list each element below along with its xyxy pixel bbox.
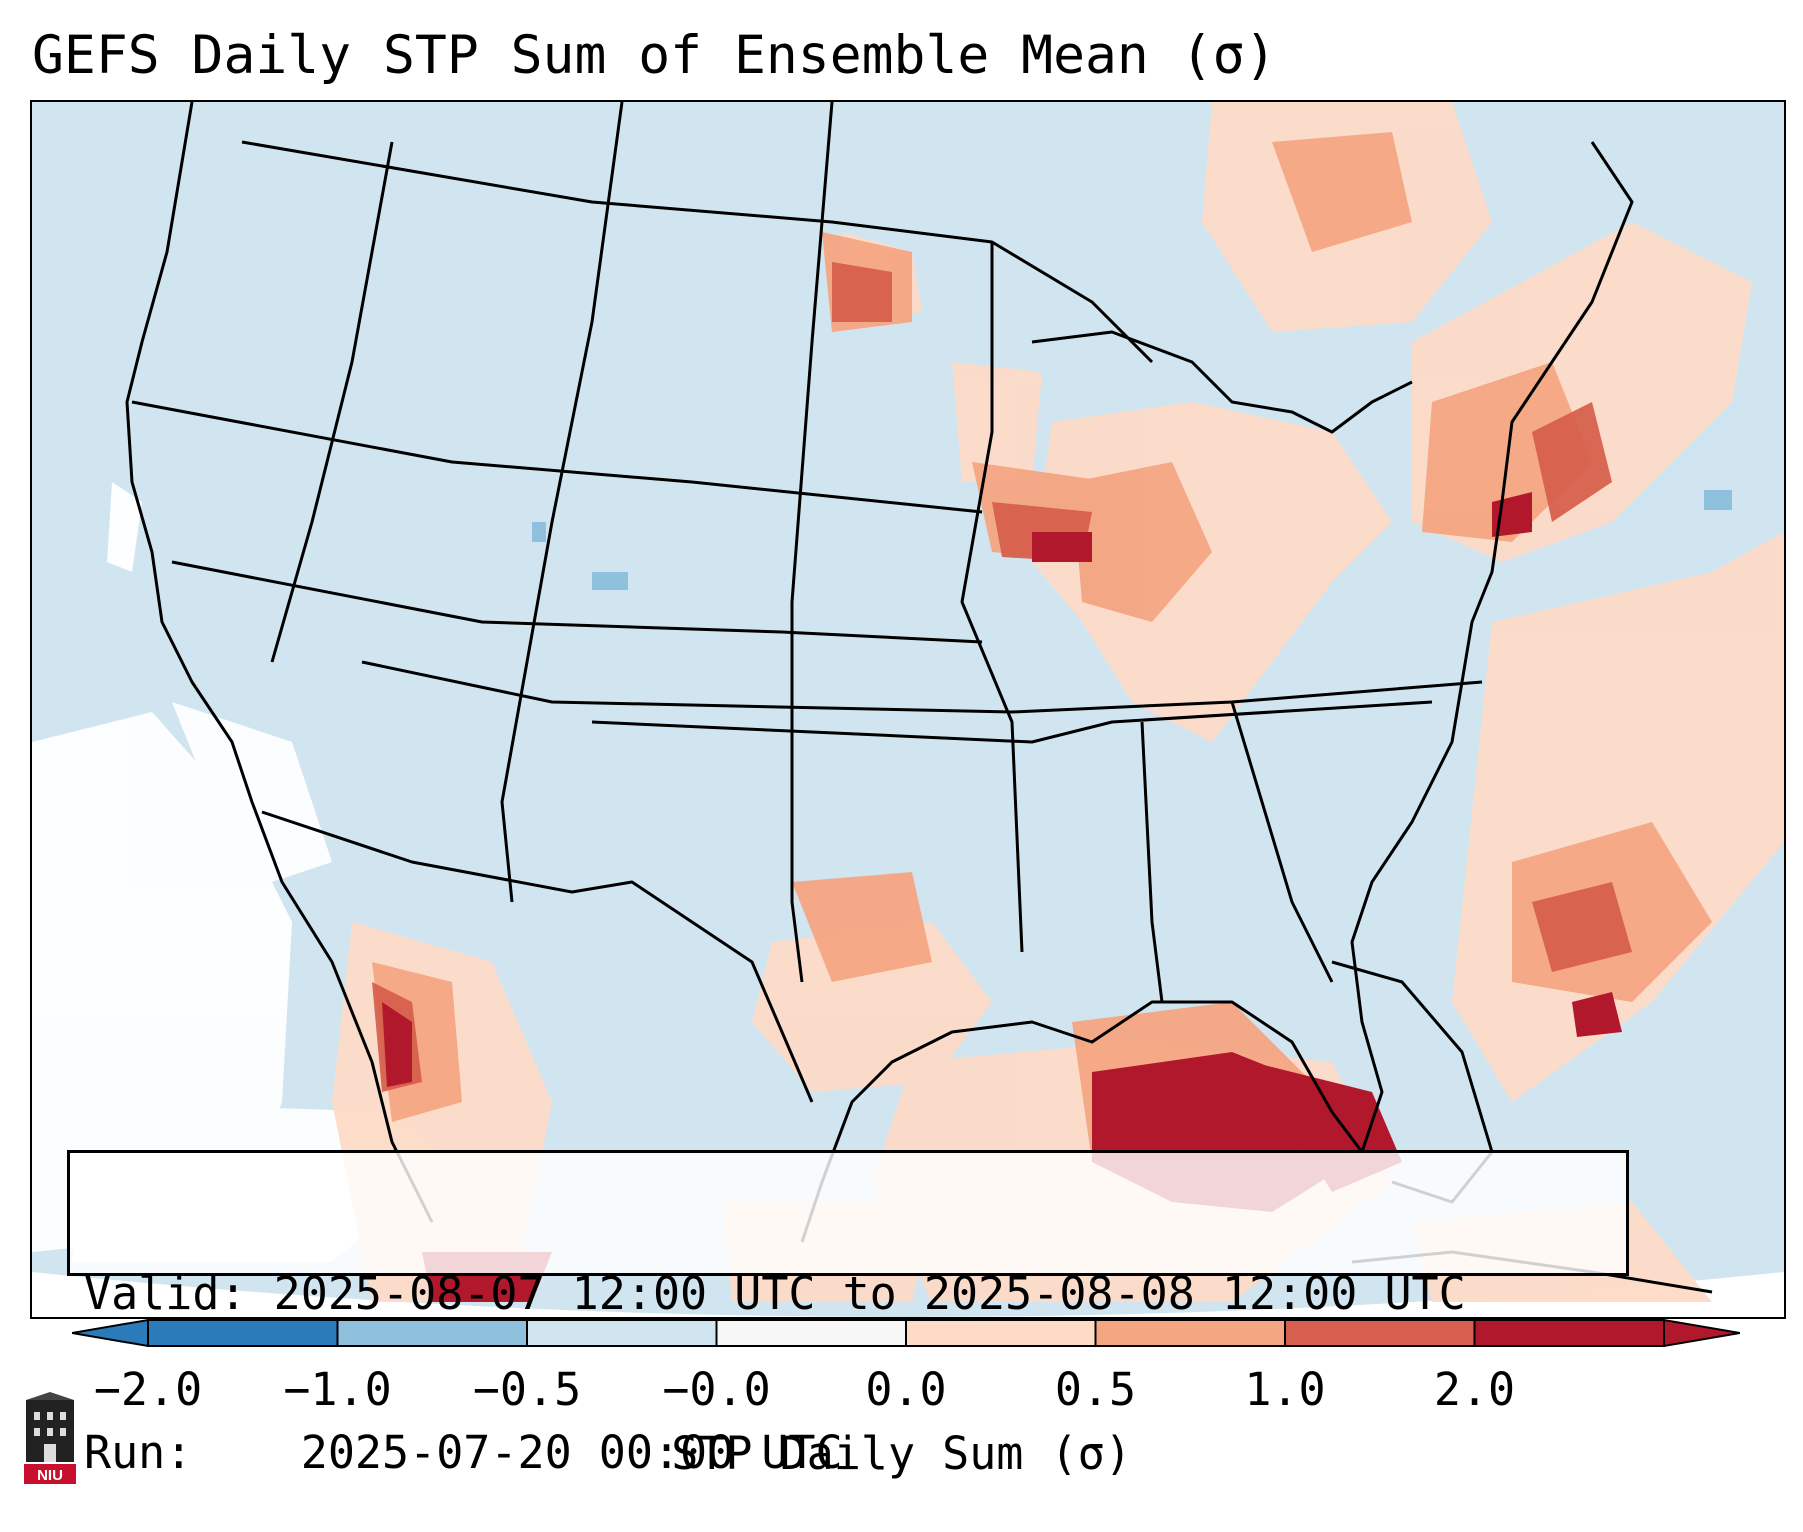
colorbar-tick-label: −1.0: [283, 1363, 392, 1416]
gulf-coast-line: [800, 1000, 1334, 1243]
state-line-10: [1230, 701, 1334, 983]
map-canvas: [32, 102, 1784, 1317]
run-value: 2025-07-20 00:00 UTC: [300, 1426, 843, 1479]
valid-run-info-box: Valid: 2025-08-07 12:00 UTC to 2025-08-0…: [67, 1150, 1629, 1479]
valid-value: 2025-08-07 12:00 UTC to 2025-08-08 12:00…: [273, 1267, 1466, 1320]
colorbar-tick-label: 0.5: [1054, 1363, 1137, 1416]
colorbar-segment: [148, 1320, 338, 1346]
state-line-7: [960, 242, 1024, 953]
logo-text: NIU: [37, 1467, 63, 1484]
colorbar-tick-label: −0.5: [472, 1363, 582, 1416]
colorbar-segment: [716, 1320, 906, 1346]
colorbar: [72, 1318, 1740, 1348]
plot-title: GEFS Daily STP Sum of Ensemble Mean (σ): [32, 25, 1277, 86]
run-row: Run: 2025-07-20 00:00 UTC: [84, 1426, 1612, 1479]
colorbar-segment: [1095, 1320, 1285, 1346]
valid-row: Valid: 2025-08-07 12:00 UTC to 2025-08-0…: [84, 1267, 1612, 1320]
niu-logo: NIU: [24, 1392, 76, 1484]
colorbar-tick-label: −2.0: [93, 1363, 203, 1416]
colorbar-label: STP Daily Sum (σ): [671, 1427, 1132, 1480]
state-line-9: [1140, 721, 1164, 1003]
state-line-5: [500, 102, 624, 903]
state-line-1: [131, 400, 983, 514]
state-line-2: [171, 560, 983, 644]
colorbar-segment: [1474, 1320, 1664, 1346]
colorbar-tick-label: 0.0: [865, 1363, 947, 1416]
colorbar-segment: [906, 1320, 1096, 1346]
colorbar-segment: [1285, 1320, 1475, 1346]
east-coast-line: [1330, 141, 1634, 1154]
mexico-border-line: [261, 810, 814, 1103]
valid-label: Valid:: [84, 1267, 247, 1320]
run-label: Run:: [84, 1426, 193, 1479]
colorbar-segment: [337, 1320, 527, 1346]
colorbar-extend-high: [1663, 1318, 1740, 1348]
great-lakes-line: [1031, 330, 1413, 434]
state-line-6: [790, 102, 834, 983]
west-coast-line: [125, 102, 434, 1223]
colorbar-tick-label: −0.0: [662, 1363, 771, 1416]
map-panel: [30, 100, 1786, 1319]
colorbar-tick-label: 2.0: [1433, 1363, 1516, 1416]
colorbar-tick-label: 1.0: [1244, 1363, 1326, 1416]
state-line-8: [270, 141, 394, 663]
canada-us-border-line: [241, 140, 1154, 364]
anomaly-negative: [532, 490, 1732, 590]
colorbar-extend-low: [72, 1318, 149, 1348]
state-line-4: [591, 700, 1433, 744]
state-line-3: [361, 660, 1483, 714]
colorbar-segment: [527, 1320, 717, 1346]
